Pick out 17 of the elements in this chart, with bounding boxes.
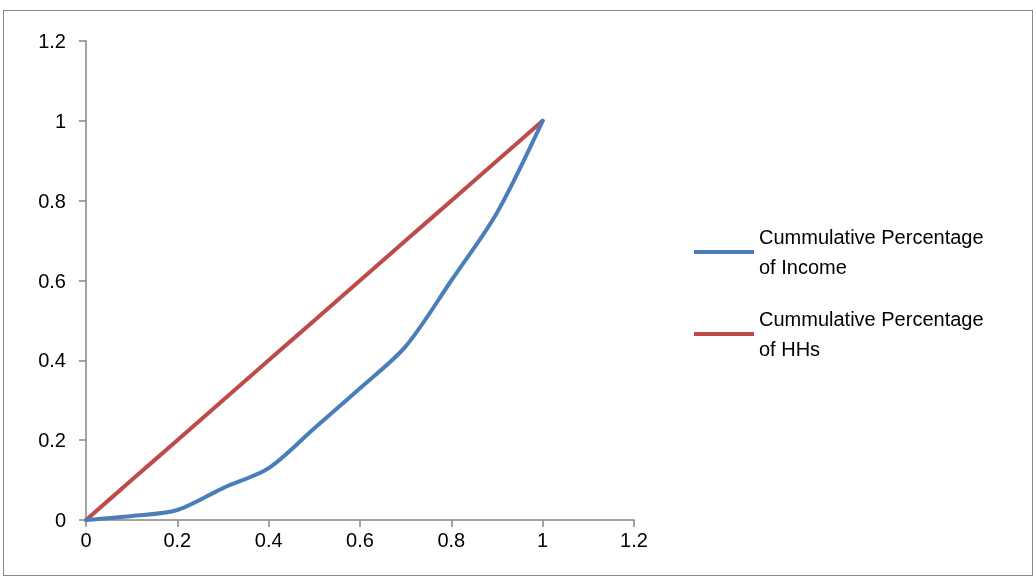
line-series <box>84 118 545 522</box>
y-tick-label: 1.2 <box>38 30 66 52</box>
x-tick-label: 0 <box>80 529 92 551</box>
legend-label: Cummulative Percentage of HHs <box>759 308 984 360</box>
y-tick-label: 0.8 <box>38 189 66 212</box>
y-tick-label: 1 <box>54 109 66 132</box>
x-tick-label: 0.2 <box>163 529 192 551</box>
y-tick-label: 0.4 <box>38 349 66 372</box>
x-tick-label: 0.8 <box>437 529 466 551</box>
x-tick-label: 1.2 <box>620 529 648 551</box>
y-tick-label: 0 <box>54 509 66 531</box>
legend-label: Cummulative Percentage of Income <box>759 226 984 278</box>
y-tick-label: 0.6 <box>38 269 66 292</box>
x-tick-label: 0.6 <box>346 529 374 551</box>
y-tick-label: 0.2 <box>38 429 66 452</box>
x-tick-label: 1 <box>537 529 549 551</box>
x-tick-label: 0.4 <box>254 529 283 551</box>
